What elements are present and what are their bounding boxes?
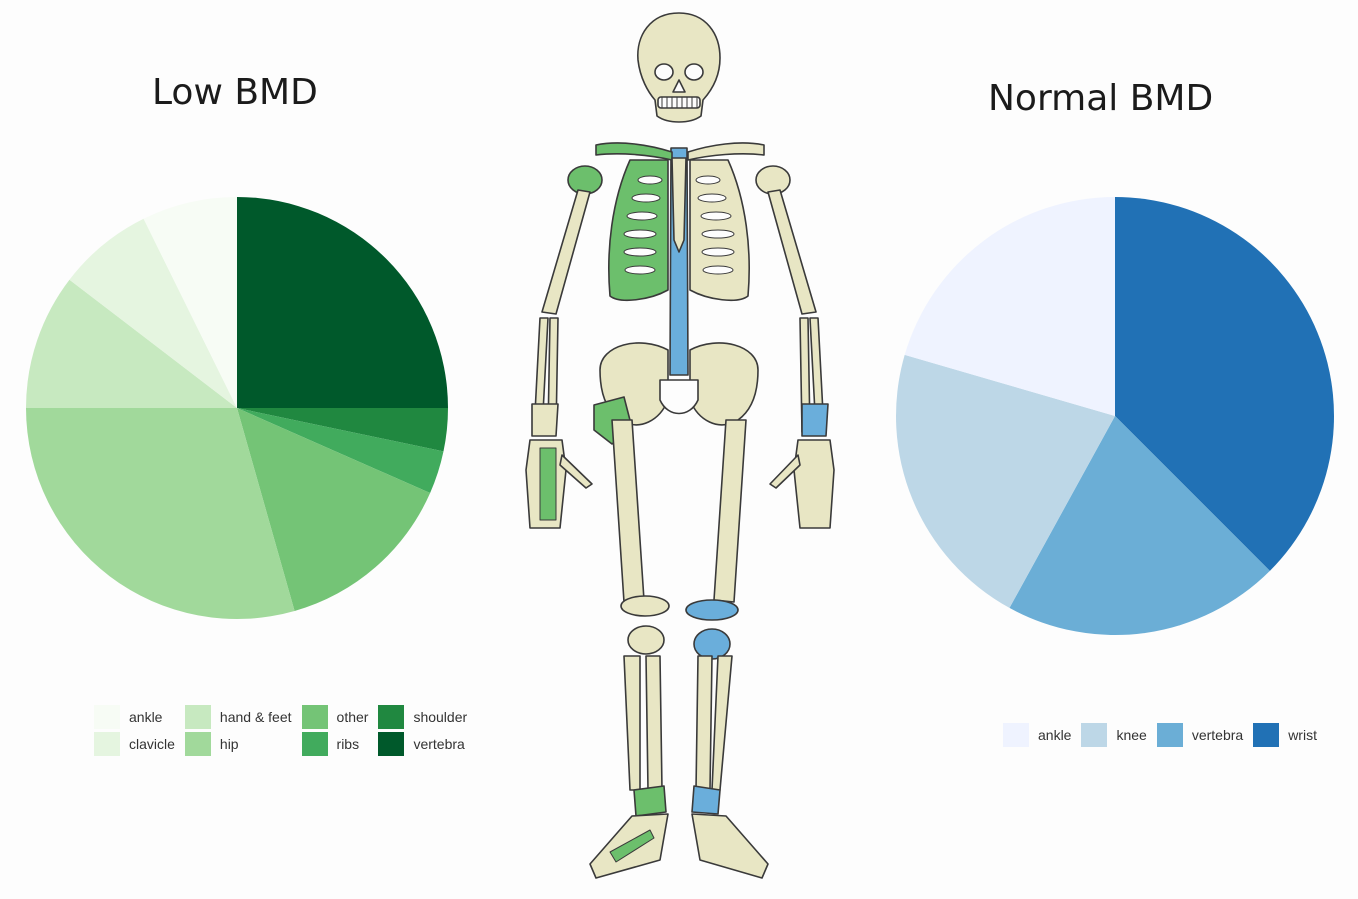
legend-swatch xyxy=(184,704,211,729)
legend-item-hip: hip xyxy=(184,730,292,757)
legend-swatch xyxy=(1081,722,1108,747)
legend-label: vertebra xyxy=(1191,726,1244,743)
legend-item-hand-feet: hand & feet xyxy=(184,703,292,730)
normal-bmd-legend: ankle knee vertebra wrist xyxy=(1003,721,1317,748)
hand-right xyxy=(793,439,835,529)
legend-label: other xyxy=(336,708,369,725)
legend-swatch xyxy=(94,704,120,729)
legend-swatch xyxy=(1253,722,1280,747)
sternum xyxy=(671,157,687,253)
shoulder-right xyxy=(755,165,791,195)
knee-right xyxy=(685,599,739,621)
skeleton-illustration xyxy=(525,12,835,879)
legend-swatch xyxy=(378,731,405,756)
humerus-left xyxy=(541,189,591,315)
pie-slice-ribs xyxy=(237,408,444,494)
clavicle-left xyxy=(595,142,673,161)
skull xyxy=(637,12,721,123)
knee-left xyxy=(620,595,670,617)
ankle-right xyxy=(691,785,721,815)
shoulder-left xyxy=(567,165,603,195)
low-bmd-legend: ankle clavicle hand & feet hip other ribs shou… xyxy=(94,703,467,757)
pie-slice-vertebra xyxy=(237,197,448,408)
pie-slice-hand-feet xyxy=(26,279,237,408)
normal-bmd-pie-chart xyxy=(896,197,1335,635)
legend-label: hip xyxy=(219,735,239,752)
normal-bmd-title: Normal BMD xyxy=(988,78,1214,119)
legend-label: wrist xyxy=(1288,726,1317,743)
legend-label: shoulder xyxy=(413,708,468,725)
legend-swatch xyxy=(94,731,120,756)
legend-item-clavicle: clavicle xyxy=(94,730,175,757)
pie-slice-ankle xyxy=(143,197,237,408)
legend-swatch xyxy=(1003,722,1029,747)
legend-item-knee: knee xyxy=(1081,721,1147,748)
legend-swatch xyxy=(1156,722,1183,747)
ankle-left xyxy=(633,785,667,817)
pie-slice-ankle xyxy=(904,197,1115,416)
legend-item-wrist: wrist xyxy=(1253,721,1317,748)
pie-slice-clavicle xyxy=(69,218,238,408)
pie-slice-knee xyxy=(896,354,1115,608)
legend-item-ankle: ankle xyxy=(94,703,175,730)
wrist-left xyxy=(531,403,559,437)
legend-item-vertebra: vertebra xyxy=(1156,721,1244,748)
pelvis-right xyxy=(689,342,759,426)
legend-swatch xyxy=(378,704,405,729)
legend-item-other: other xyxy=(301,703,369,730)
femur-right xyxy=(713,419,747,603)
legend-swatch xyxy=(184,731,211,756)
pie-slice-wrist xyxy=(1115,197,1335,571)
legend-label: clavicle xyxy=(129,735,175,752)
legend-label: ribs xyxy=(336,735,360,752)
low-bmd-title: Low BMD xyxy=(152,72,318,113)
legend-label: ankle xyxy=(1038,726,1072,743)
pie-slice-other xyxy=(237,408,431,611)
legend-label: ankle xyxy=(129,708,163,725)
legend-swatch xyxy=(301,704,328,729)
legend-item-vertebra: vertebra xyxy=(378,730,467,757)
pie-slice-shoulder xyxy=(237,408,448,452)
legend-swatch xyxy=(301,731,328,756)
femur-left xyxy=(611,419,645,603)
legend-label: hand & feet xyxy=(219,708,292,725)
legend-item-shoulder: shoulder xyxy=(378,703,467,730)
legend-label: knee xyxy=(1116,726,1147,743)
legend-label: vertebra xyxy=(413,735,465,752)
foot-right xyxy=(691,813,769,879)
humerus-right xyxy=(767,189,817,315)
legend-item-ankle: ankle xyxy=(1003,721,1071,748)
pie-slice-hip xyxy=(26,408,295,620)
low-bmd-pie-chart xyxy=(26,197,448,620)
legend-item-ribs: ribs xyxy=(301,730,369,757)
clavicle-right xyxy=(687,142,765,161)
pie-slice-vertebra xyxy=(1009,416,1270,635)
wrist-right xyxy=(801,403,829,437)
